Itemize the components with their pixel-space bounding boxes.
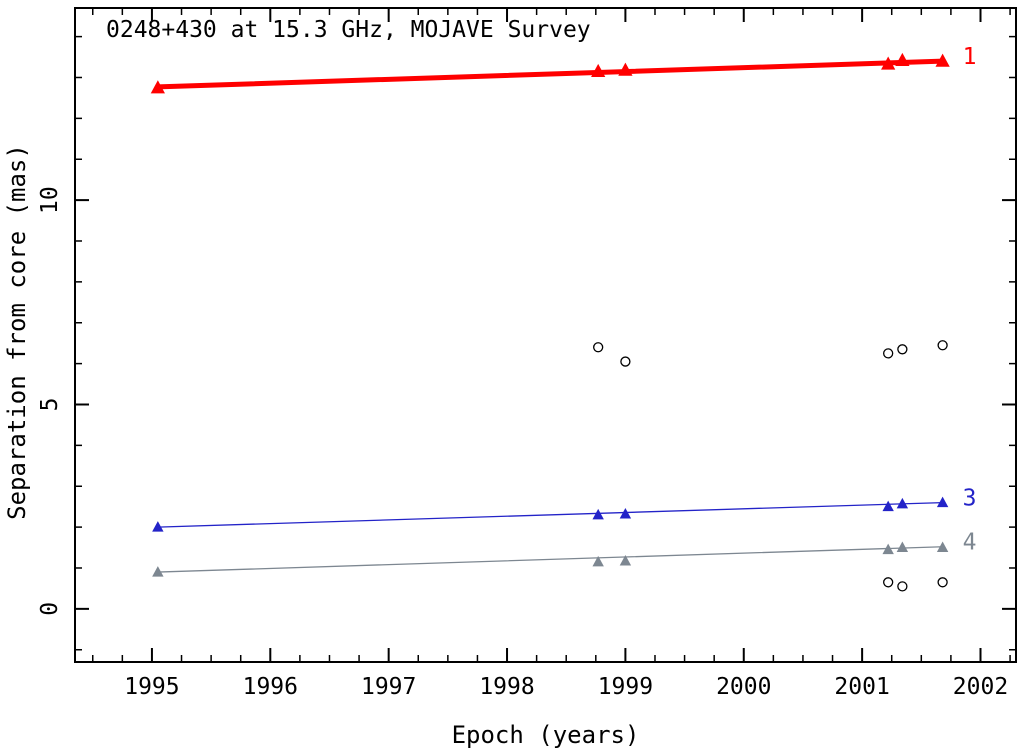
triangle-marker-component-1	[881, 56, 896, 70]
triangle-marker-component-1	[150, 80, 165, 94]
x-tick-label: 1995	[124, 674, 179, 700]
x-tick-label: 1996	[243, 674, 298, 700]
triangle-marker-component-1	[935, 53, 950, 67]
triangle-marker-component-4	[619, 555, 632, 566]
component-label-1: 1	[963, 44, 977, 70]
x-axis-label: Epoch (years)	[451, 721, 640, 749]
triangle-marker-component-3	[896, 497, 909, 509]
open-circle-marker-unidentified	[897, 581, 908, 592]
triangle-marker-component-1	[895, 52, 910, 66]
x-tick-label: 2000	[716, 674, 771, 700]
triangle-marker-component-3	[936, 496, 949, 508]
triangle-marker-component-4	[592, 555, 604, 567]
y-axis-ticks: 0 5 10	[37, 35, 1016, 651]
fit-line-component-1	[155, 58, 946, 90]
y-tick-label: 0	[37, 602, 63, 616]
open-circle-marker-unidentified	[937, 577, 948, 588]
x-tick-label: 2002	[953, 674, 1008, 700]
series-4: 4	[152, 530, 976, 577]
open-circle-marker-unidentified	[620, 356, 631, 367]
plot-frame	[74, 7, 1017, 663]
fit-line-component-4	[157, 546, 944, 573]
y-axis-label: Separation from core (mas)	[3, 144, 31, 520]
y-tick-label: 10	[37, 186, 63, 214]
open-circle-marker-unidentified	[883, 348, 894, 359]
series-3: 3	[152, 486, 976, 532]
triangle-marker-component-4	[152, 566, 164, 577]
triangle-marker-component-3	[592, 508, 604, 520]
x-tick-label: 1997	[361, 674, 416, 700]
open-circle-marker-unidentified	[897, 344, 908, 355]
triangle-marker-component-4	[882, 543, 894, 555]
series-unidentified	[593, 340, 948, 592]
x-axis-ticks: 1995 1996 1997 1998 1999 2000 2001 2002	[92, 8, 1011, 700]
triangle-marker-component-1	[618, 62, 633, 76]
x-tick-label: 2001	[834, 674, 889, 700]
open-circle-marker-unidentified	[883, 577, 894, 588]
triangle-marker-component-4	[936, 541, 949, 553]
triangle-marker-component-3	[152, 521, 164, 532]
triangle-marker-component-4	[896, 541, 909, 553]
open-circle-marker-unidentified	[937, 340, 948, 351]
triangle-marker-component-3	[619, 508, 632, 519]
chart-title: 0248+430 at 15.3 GHz, MOJAVE Survey	[106, 17, 591, 43]
series-1: 1	[150, 44, 977, 94]
triangle-marker-component-1	[591, 63, 606, 77]
triangle-marker-component-3	[882, 500, 894, 512]
open-circle-marker-unidentified	[593, 342, 604, 353]
fit-line-component-3	[157, 501, 944, 528]
component-label-3: 3	[963, 486, 977, 512]
component-label-4: 4	[963, 530, 977, 556]
x-tick-label: 1999	[598, 674, 653, 700]
x-tick-label: 1998	[479, 674, 534, 700]
y-tick-label: 5	[37, 398, 63, 412]
